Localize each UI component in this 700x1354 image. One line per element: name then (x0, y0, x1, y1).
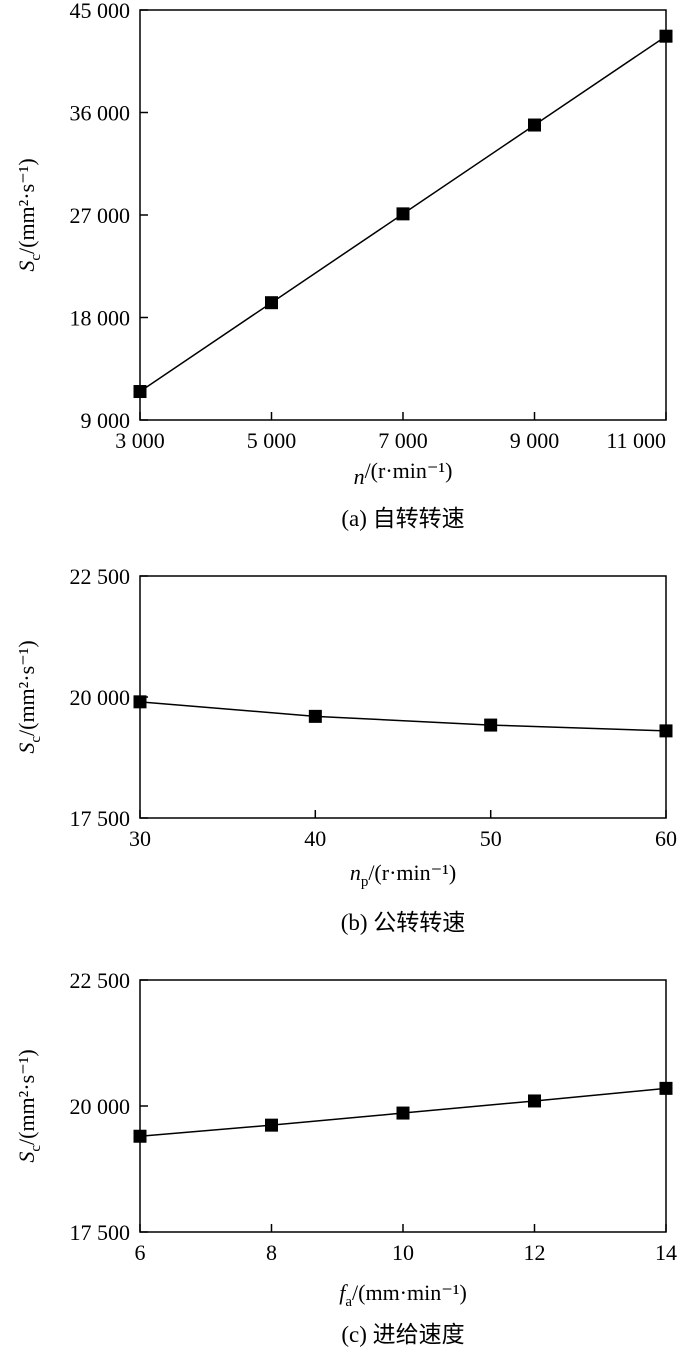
caption-b: (b) 公转转速 (341, 910, 466, 935)
y-ticks-c: 17 500 20 000 22 500 (70, 968, 148, 1245)
plot-frame-b (139, 575, 667, 819)
y-tick-label-b-1: 20 000 (70, 685, 131, 710)
y-ticks-b: 17 500 20 000 22 500 (70, 564, 148, 831)
data-point-b-0 (133, 695, 147, 709)
data-point-c-1 (265, 1118, 278, 1132)
x-ticks-c: 6 8 10 12 14 (135, 1224, 677, 1265)
x-tick-label-b-0: 30 (129, 826, 151, 851)
data-point-a-4 (659, 29, 673, 43)
y-tick-label-a-3: 36 000 (70, 101, 131, 126)
y-axis-label-b: Sc/(mm²·s⁻¹) (14, 640, 44, 753)
data-point-c-0 (133, 1129, 147, 1143)
y-axis-label-c: Sc/(mm²·s⁻¹) (14, 1049, 44, 1162)
y-tick-label-a-4: 45 000 (70, 0, 131, 23)
x-tick-label-a-0: 3 000 (115, 428, 165, 453)
caption-a: (a) 自转转速 (341, 506, 464, 531)
y-tick-label-a-1: 18 000 (70, 306, 131, 331)
x-ticks-b: 30 40 50 60 (129, 810, 677, 851)
x-tick-label-c-3: 12 (524, 1240, 546, 1265)
x-tick-label-b-1: 40 (304, 826, 326, 851)
x-tick-label-a-2: 7 000 (378, 428, 428, 453)
plot-frame-c (139, 979, 667, 1233)
y-tick-label-c-1: 20 000 (70, 1094, 131, 1119)
x-axis-label-b: np/(r·min⁻¹) (350, 860, 456, 890)
x-tick-label-c-2: 10 (392, 1240, 414, 1265)
y-tick-label-c-0: 17 500 (70, 1220, 131, 1245)
y-tick-label-b-0: 17 500 (70, 806, 131, 831)
y-tick-label-c-2: 22 500 (70, 968, 131, 993)
x-tick-label-c-4: 14 (655, 1240, 677, 1265)
y-ticks-a: 9 000 18 000 27 000 36 000 45 000 (70, 0, 148, 433)
x-tick-label-a-1: 5 000 (247, 428, 297, 453)
x-tick-label-b-3: 60 (655, 826, 677, 851)
x-tick-label-c-0: 6 (135, 1240, 146, 1265)
data-point-b-3 (659, 724, 673, 738)
chart-a: 9 000 18 000 27 000 36 000 45 000 3 000 … (14, 0, 673, 531)
data-point-b-2 (484, 718, 498, 732)
x-tick-label-a-3: 9 000 (510, 428, 560, 453)
data-point-a-3 (528, 118, 541, 132)
caption-c: (c) 进给速度 (341, 1322, 464, 1347)
data-point-c-4 (659, 1081, 673, 1095)
data-point-c-3 (528, 1094, 541, 1108)
x-tick-label-a-4: 11 000 (606, 428, 666, 453)
chart-b: 17 500 20 000 22 500 30 40 50 60 Sc/(mm²… (14, 564, 677, 935)
y-tick-label-a-2: 27 000 (70, 203, 131, 228)
y-tick-label-b-2: 22 500 (70, 564, 131, 589)
x-tick-label-c-1: 8 (266, 1240, 277, 1265)
chart-c: 17 500 20 000 22 500 6 8 10 12 14 Sc/(mm… (14, 968, 677, 1347)
x-axis-label-c: fa/(mm·min⁻¹) (339, 1280, 467, 1310)
series-marks-c (133, 1081, 673, 1143)
y-axis-label-a: Sc/(mm²·s⁻¹) (14, 158, 44, 271)
data-point-a-1 (265, 296, 278, 310)
series-marks-a (133, 29, 673, 399)
series-line-b (139, 701, 667, 732)
data-point-a-0 (133, 385, 147, 399)
x-axis-label-a: n/(r·min⁻¹) (354, 458, 453, 489)
series-marks-b (133, 695, 673, 738)
x-ticks-a: 3 000 5 000 7 000 9 000 11 000 (115, 412, 667, 453)
y-tick-label-a-0: 9 000 (81, 408, 131, 433)
x-tick-label-b-2: 50 (480, 826, 502, 851)
data-point-c-2 (396, 1106, 410, 1120)
data-point-a-2 (396, 207, 410, 221)
data-point-b-1 (308, 709, 322, 723)
